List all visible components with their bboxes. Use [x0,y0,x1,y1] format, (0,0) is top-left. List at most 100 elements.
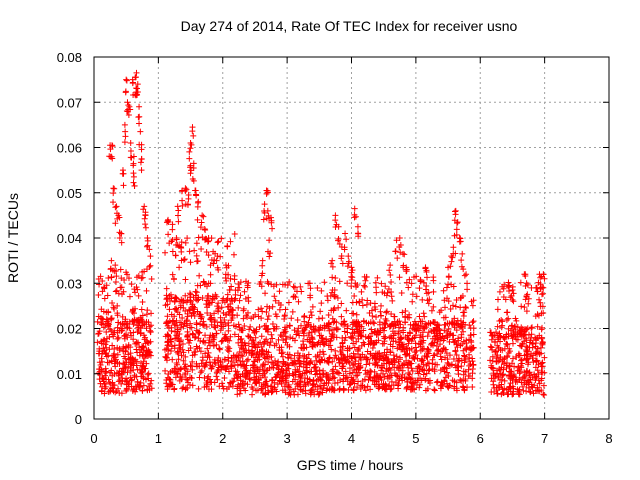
data-point [450,244,457,251]
data-point [111,360,118,367]
data-point [364,297,371,304]
data-point [378,364,385,371]
data-point [95,276,102,283]
data-point [189,128,196,135]
data-point [318,287,325,294]
data-point [423,321,430,328]
data-point [252,376,259,383]
data-point [523,293,530,300]
data-point [407,376,414,383]
data-point [402,307,409,314]
data-point [332,363,339,370]
data-point [139,312,146,319]
data-point [187,164,194,171]
data-point [384,375,391,382]
data-point [287,386,294,393]
data-point [113,273,120,280]
data-point [411,356,418,363]
data-point [269,388,276,395]
data-point [392,379,399,386]
data-point [524,344,531,351]
data-point [180,357,187,364]
data-point [444,328,451,335]
data-point [191,247,198,254]
data-point [378,302,385,309]
data-point [410,379,417,386]
data-point [399,371,406,378]
data-point [214,322,221,329]
data-point [246,370,253,377]
data-point [207,362,214,369]
data-point [211,310,218,317]
data-point [136,120,143,127]
data-point [338,252,345,259]
data-point [174,349,181,356]
data-point [283,367,290,374]
data-point [237,326,244,333]
data-point [419,346,426,353]
data-point [454,344,461,351]
data-point [415,340,422,347]
data-point [181,256,188,263]
data-point [165,347,172,354]
data-point [138,306,145,313]
data-point [137,325,144,332]
data-point [344,325,351,332]
data-point [164,295,171,302]
data-point [189,176,196,183]
data-point [448,361,455,368]
data-point [241,288,248,295]
data-point [453,226,460,233]
data-point [344,353,351,360]
data-point [293,331,300,338]
data-point [535,387,542,394]
data-point [510,373,517,380]
data-point [312,342,319,349]
data-point [416,285,423,292]
data-point [272,297,279,304]
data-point [242,278,249,285]
data-point [383,309,390,316]
data-point [398,289,405,296]
data-point [288,315,295,322]
data-point [202,350,209,357]
data-point [184,310,191,317]
data-point [358,288,365,295]
y-tick-label: 0 [75,412,82,427]
data-point [259,257,266,264]
data-point [503,316,510,323]
data-point [350,350,357,357]
data-point [105,352,112,359]
data-point [505,283,512,290]
data-point [503,359,510,366]
data-point [114,335,121,342]
data-point [136,103,143,110]
data-point [305,380,312,387]
data-point [136,319,143,326]
data-point [509,335,516,342]
data-point [490,381,497,388]
data-point [178,239,185,246]
data-point [169,221,176,228]
data-point [144,387,151,394]
data-point [182,239,189,246]
data-point [464,286,471,293]
data-point [449,254,456,261]
data-point [409,385,416,392]
data-point [166,306,173,313]
data-point [164,374,171,381]
data-point [307,309,314,316]
data-point [509,340,516,347]
data-point [250,358,257,365]
data-point [112,204,119,211]
data-point [443,350,450,357]
data-point [499,371,506,378]
data-point [529,355,536,362]
data-point [372,339,379,346]
data-point [120,182,127,189]
data-point [166,318,173,325]
data-point [225,357,232,364]
data-point [303,344,310,351]
data-point [328,346,335,353]
data-point [180,384,187,391]
